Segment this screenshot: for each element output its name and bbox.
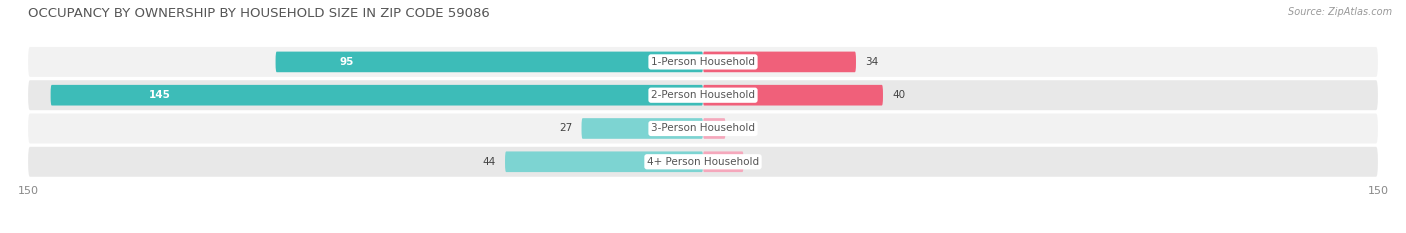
Text: 5: 5 bbox=[734, 123, 741, 134]
Text: 1-Person Household: 1-Person Household bbox=[651, 57, 755, 67]
FancyBboxPatch shape bbox=[703, 118, 725, 139]
Text: 40: 40 bbox=[891, 90, 905, 100]
Text: 27: 27 bbox=[560, 123, 572, 134]
Text: Source: ZipAtlas.com: Source: ZipAtlas.com bbox=[1288, 7, 1392, 17]
FancyBboxPatch shape bbox=[582, 118, 703, 139]
Text: OCCUPANCY BY OWNERSHIP BY HOUSEHOLD SIZE IN ZIP CODE 59086: OCCUPANCY BY OWNERSHIP BY HOUSEHOLD SIZE… bbox=[28, 7, 489, 20]
FancyBboxPatch shape bbox=[28, 147, 1378, 177]
FancyBboxPatch shape bbox=[703, 51, 856, 72]
FancyBboxPatch shape bbox=[51, 85, 703, 106]
FancyBboxPatch shape bbox=[505, 151, 703, 172]
Text: 44: 44 bbox=[482, 157, 496, 167]
FancyBboxPatch shape bbox=[276, 51, 703, 72]
FancyBboxPatch shape bbox=[28, 113, 1378, 144]
Text: 34: 34 bbox=[865, 57, 879, 67]
FancyBboxPatch shape bbox=[703, 151, 744, 172]
Text: 9: 9 bbox=[752, 157, 759, 167]
FancyBboxPatch shape bbox=[703, 85, 883, 106]
Text: 4+ Person Household: 4+ Person Household bbox=[647, 157, 759, 167]
Text: 95: 95 bbox=[340, 57, 354, 67]
Text: 2-Person Household: 2-Person Household bbox=[651, 90, 755, 100]
FancyBboxPatch shape bbox=[28, 47, 1378, 77]
FancyBboxPatch shape bbox=[28, 80, 1378, 110]
Text: 3-Person Household: 3-Person Household bbox=[651, 123, 755, 134]
Text: 145: 145 bbox=[149, 90, 170, 100]
